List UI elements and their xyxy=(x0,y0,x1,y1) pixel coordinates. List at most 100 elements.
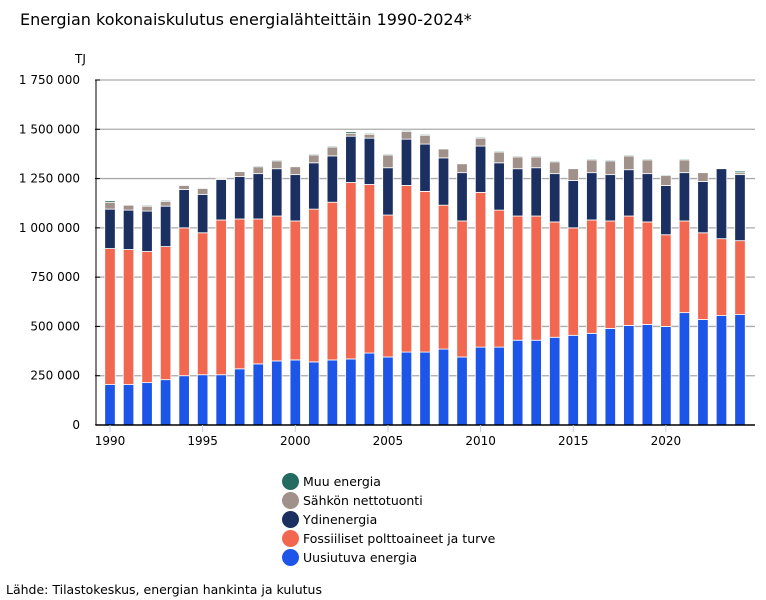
bar-segment-fossiiliset-polttoaineet-ja-turve-1998[interactable] xyxy=(252,218,264,365)
bar-segment-muu-energia-1999[interactable] xyxy=(271,159,283,162)
bar-segment-ydinenergia-1998[interactable] xyxy=(252,173,264,220)
bar-segment-fossiiliset-polttoaineet-ja-turve-2014[interactable] xyxy=(549,221,561,338)
bar-segment-uusiutuva-energia-2011[interactable] xyxy=(493,346,505,426)
bar-segment-sähkön-nettotuonti-2019[interactable] xyxy=(641,159,654,175)
bar-segment-fossiiliset-polttoaineet-ja-turve-1994[interactable] xyxy=(178,227,190,377)
bar-segment-sähkön-nettotuonti-1990[interactable] xyxy=(104,201,116,210)
bar-segment-fossiiliset-polttoaineet-ja-turve-2005[interactable] xyxy=(382,214,394,358)
bar-segment-sähkön-nettotuonti-1997[interactable] xyxy=(234,171,246,178)
legend-item-fossiiliset[interactable]: Fossiiliset polttoaineet ja turve xyxy=(282,529,495,548)
bar-segment-uusiutuva-energia-1996[interactable] xyxy=(215,374,227,426)
bar-segment-uusiutuva-energia-2021[interactable] xyxy=(678,312,691,426)
bar-segment-sähkön-nettotuonti-2002[interactable] xyxy=(326,146,339,157)
bar-segment-fossiiliset-polttoaineet-ja-turve-2022[interactable] xyxy=(697,232,709,320)
bar-segment-fossiiliset-polttoaineet-ja-turve-2011[interactable] xyxy=(493,209,505,348)
bar-segment-muu-energia-2014[interactable] xyxy=(549,160,561,163)
bar-segment-uusiutuva-energia-2023[interactable] xyxy=(715,315,728,426)
bar-segment-sähkön-nettotuonti-2021[interactable] xyxy=(678,159,691,174)
bar-segment-uusiutuva-energia-1997[interactable] xyxy=(234,368,246,426)
bar-segment-muu-energia-2020[interactable] xyxy=(660,174,672,177)
bar-group-2024[interactable] xyxy=(734,170,746,426)
bar-segment-fossiiliset-polttoaineet-ja-turve-2012[interactable] xyxy=(511,215,524,341)
bar-group-2008[interactable] xyxy=(437,148,450,426)
bar-group-2018[interactable] xyxy=(623,154,635,426)
bar-segment-uusiutuva-energia-2009[interactable] xyxy=(456,356,468,426)
bar-segment-sähkön-nettotuonti-2022[interactable] xyxy=(697,172,709,182)
bar-segment-muu-energia-2011[interactable] xyxy=(493,150,505,153)
bar-segment-fossiiliset-polttoaineet-ja-turve-2006[interactable] xyxy=(400,185,413,353)
bar-segment-muu-energia-1993[interactable] xyxy=(159,199,172,202)
bar-segment-sähkön-nettotuonti-1995[interactable] xyxy=(196,188,209,195)
bar-segment-uusiutuva-energia-2005[interactable] xyxy=(382,356,394,426)
bar-segment-uusiutuva-energia-2016[interactable] xyxy=(586,332,598,426)
bar-segment-fossiiliset-polttoaineet-ja-turve-2000[interactable] xyxy=(289,220,301,361)
bar-segment-muu-energia-2017[interactable] xyxy=(604,159,616,162)
bar-segment-ydinenergia-2021[interactable] xyxy=(678,172,691,222)
bar-segment-fossiiliset-polttoaineet-ja-turve-1993[interactable] xyxy=(159,246,172,381)
bar-segment-fossiiliset-polttoaineet-ja-turve-2017[interactable] xyxy=(604,220,616,329)
bar-segment-fossiiliset-polttoaineet-ja-turve-2008[interactable] xyxy=(437,204,450,350)
bar-segment-fossiiliset-polttoaineet-ja-turve-2001[interactable] xyxy=(308,208,320,363)
bar-segment-uusiutuva-energia-2019[interactable] xyxy=(641,324,654,426)
bar-group-1996[interactable] xyxy=(215,178,227,426)
bar-segment-fossiiliset-polttoaineet-ja-turve-2003[interactable] xyxy=(345,182,357,360)
bar-segment-muu-energia-2013[interactable] xyxy=(530,155,542,158)
bar-segment-uusiutuva-energia-2020[interactable] xyxy=(660,326,672,426)
bar-segment-sähkön-nettotuonti-2013[interactable] xyxy=(530,156,542,169)
bar-segment-ydinenergia-2006[interactable] xyxy=(400,138,413,186)
bar-group-2016[interactable] xyxy=(586,158,598,426)
bar-segment-ydinenergia-1999[interactable] xyxy=(271,168,283,217)
bar-segment-muu-energia-2016[interactable] xyxy=(586,158,598,161)
bar-segment-muu-energia-2001[interactable] xyxy=(308,153,320,156)
bar-segment-sähkön-nettotuonti-2010[interactable] xyxy=(474,137,487,147)
bar-segment-fossiiliset-polttoaineet-ja-turve-2015[interactable] xyxy=(567,227,579,336)
bar-group-2006[interactable] xyxy=(400,129,413,426)
bar-segment-fossiiliset-polttoaineet-ja-turve-2009[interactable] xyxy=(456,220,468,358)
bar-segment-sähkön-nettotuonti-1993[interactable] xyxy=(159,200,172,207)
bar-segment-ydinenergia-2023[interactable] xyxy=(715,168,728,240)
bar-group-2011[interactable] xyxy=(493,150,505,426)
bar-segment-muu-energia-1998[interactable] xyxy=(252,165,264,168)
bar-group-2022[interactable] xyxy=(697,172,709,426)
bar-segment-fossiiliset-polttoaineet-ja-turve-2019[interactable] xyxy=(641,221,654,325)
bar-segment-uusiutuva-energia-2000[interactable] xyxy=(289,359,301,426)
bar-segment-muu-energia-2007[interactable] xyxy=(419,133,431,136)
bar-segment-sähkön-nettotuonti-2001[interactable] xyxy=(308,154,320,164)
bar-segment-ydinenergia-1992[interactable] xyxy=(141,210,153,252)
bar-segment-uusiutuva-energia-2024[interactable] xyxy=(734,314,746,426)
bar-segment-muu-energia-2021[interactable] xyxy=(678,158,691,161)
bar-segment-fossiiliset-polttoaineet-ja-turve-2024[interactable] xyxy=(734,240,746,316)
bar-segment-fossiiliset-polttoaineet-ja-turve-2023[interactable] xyxy=(715,238,728,316)
bar-segment-fossiiliset-polttoaineet-ja-turve-2013[interactable] xyxy=(530,215,542,341)
bar-segment-ydinenergia-1996[interactable] xyxy=(215,179,227,221)
bar-segment-sähkön-nettotuonti-2012[interactable] xyxy=(511,156,524,170)
bar-segment-ydinenergia-2003[interactable] xyxy=(345,135,357,183)
bar-segment-muu-energia-2010[interactable] xyxy=(474,136,487,139)
bar-segment-sähkön-nettotuonti-2018[interactable] xyxy=(623,155,635,171)
legend-item-ydinenergia[interactable]: Ydinenergia xyxy=(282,510,495,529)
bar-segment-muu-energia-2004[interactable] xyxy=(363,132,376,135)
bar-segment-uusiutuva-energia-1998[interactable] xyxy=(252,363,264,426)
bar-segment-sähkön-nettotuonti-2016[interactable] xyxy=(586,159,598,174)
bar-segment-ydinenergia-2000[interactable] xyxy=(289,174,301,222)
bar-segment-sähkön-nettotuonti-2004[interactable] xyxy=(363,133,376,139)
bar-group-2007[interactable] xyxy=(419,133,431,426)
bar-segment-fossiiliset-polttoaineet-ja-turve-2007[interactable] xyxy=(419,190,431,353)
bar-segment-uusiutuva-energia-2017[interactable] xyxy=(604,327,616,426)
bar-segment-sähkön-nettotuonti-2006[interactable] xyxy=(400,130,413,140)
bar-segment-sähkön-nettotuonti-2009[interactable] xyxy=(456,163,468,174)
bar-segment-uusiutuva-energia-1995[interactable] xyxy=(196,374,209,426)
bar-segment-sähkön-nettotuonti-1998[interactable] xyxy=(252,166,264,175)
bar-segment-uusiutuva-energia-2015[interactable] xyxy=(567,334,579,426)
bar-segment-uusiutuva-energia-2003[interactable] xyxy=(345,358,357,426)
bar-segment-uusiutuva-energia-2022[interactable] xyxy=(697,319,709,426)
bar-segment-muu-energia-1992[interactable] xyxy=(141,204,153,207)
bar-segment-ydinenergia-1991[interactable] xyxy=(122,209,135,250)
bar-segment-muu-energia-2019[interactable] xyxy=(641,158,654,161)
bar-segment-uusiutuva-energia-2008[interactable] xyxy=(437,348,450,426)
bar-segment-fossiiliset-polttoaineet-ja-turve-2010[interactable] xyxy=(474,191,487,348)
bar-segment-uusiutuva-energia-2001[interactable] xyxy=(308,361,320,426)
bar-segment-ydinenergia-2001[interactable] xyxy=(308,162,320,210)
bar-segment-ydinenergia-2007[interactable] xyxy=(419,143,431,192)
bar-segment-ydinenergia-2014[interactable] xyxy=(549,173,561,223)
